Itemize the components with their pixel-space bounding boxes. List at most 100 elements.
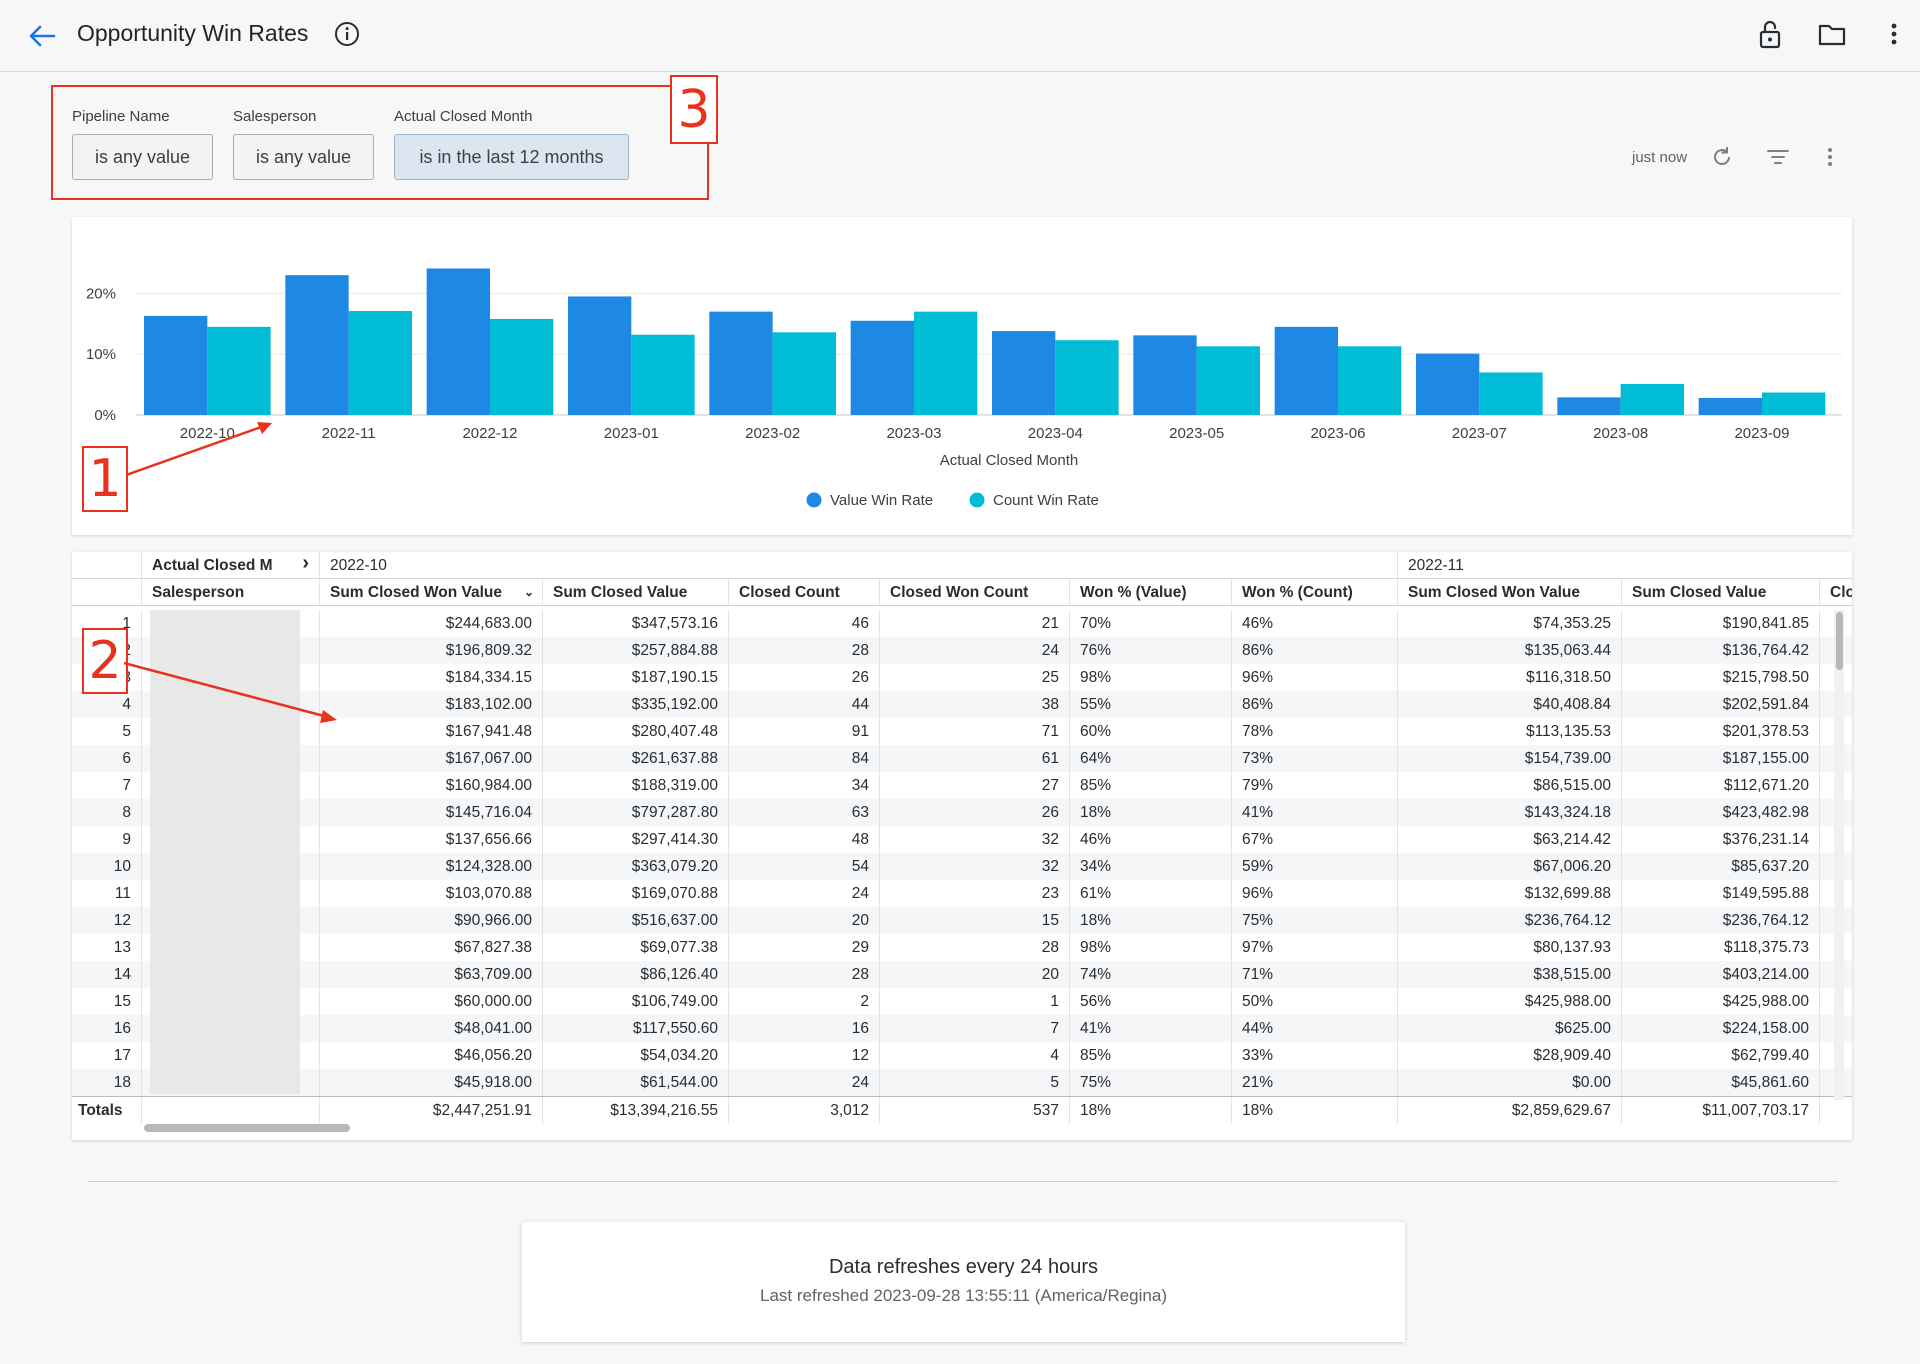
table-cell: $28,909.40 bbox=[1398, 1042, 1622, 1069]
table-cell: 64% bbox=[1070, 745, 1232, 772]
column-header[interactable]: Sum Closed Value bbox=[543, 579, 729, 606]
column-header[interactable]: Sum Closed Won Value bbox=[1398, 579, 1622, 606]
last-run-status: just now bbox=[1632, 149, 1688, 166]
column-header[interactable]: Sum Closed Value bbox=[1622, 579, 1820, 606]
win-rate-chart: 0% 10% 20% 2022-10 2022-11 2022-12 2023-01 2023… bbox=[86, 268, 1842, 509]
column-header-salesperson[interactable]: Salesperson bbox=[142, 579, 320, 606]
filter-icon[interactable] bbox=[1764, 143, 1792, 171]
table-cell: 73% bbox=[1232, 745, 1398, 772]
row-number: 18 bbox=[72, 1069, 142, 1096]
table-cell: 50% bbox=[1232, 988, 1398, 1015]
annotation-arrow-1 bbox=[125, 422, 272, 477]
table-cell: $187,190.15 bbox=[543, 664, 729, 691]
table-cell: 32 bbox=[880, 853, 1070, 880]
x-tick-label: 2023-07 bbox=[1452, 425, 1507, 442]
table-cell: 25 bbox=[880, 664, 1070, 691]
bar-count-win-rate bbox=[1761, 392, 1826, 415]
bar-count-win-rate bbox=[1620, 383, 1684, 415]
table-row: 17 $46,056.20 $54,034.20 12 4 85% 33% $28,909.4… bbox=[72, 1042, 1852, 1069]
lock-icon[interactable] bbox=[1752, 16, 1788, 52]
table-cell: 12 bbox=[729, 1042, 880, 1069]
column-header[interactable]: Close bbox=[1820, 579, 1852, 606]
tile-more-icon[interactable] bbox=[1816, 143, 1844, 171]
table-row: 4 $183,102.00 $335,192.00 44 38 55% 86% $40,408… bbox=[72, 691, 1852, 718]
chevron-right-icon[interactable]: › bbox=[302, 552, 309, 574]
table-cell: 75% bbox=[1232, 907, 1398, 934]
filter-closed-month-button[interactable]: is in the last 12 months bbox=[394, 134, 629, 180]
table-cell: 20 bbox=[729, 907, 880, 934]
pivot-header-cell[interactable]: Actual Closed M › bbox=[142, 552, 320, 579]
table-cell: $143,324.18 bbox=[1398, 799, 1622, 826]
totals-cell: 18% bbox=[1232, 1097, 1398, 1124]
table-cell: 85% bbox=[1070, 1042, 1232, 1069]
table-cell: $297,414.30 bbox=[543, 826, 729, 853]
column-header[interactable]: Won % (Value) bbox=[1070, 579, 1232, 606]
legend-label: Value Win Rate bbox=[830, 492, 933, 509]
bar-value-win-rate bbox=[1416, 353, 1480, 415]
table-cell: 98% bbox=[1070, 664, 1232, 691]
table-cell: 28 bbox=[729, 961, 880, 988]
refresh-info-card: Data refreshes every 24 hours Last refre… bbox=[522, 1222, 1405, 1342]
table-cell: $160,984.00 bbox=[320, 772, 543, 799]
bar-value-win-rate bbox=[850, 320, 914, 415]
column-header[interactable]: Won % (Count) bbox=[1232, 579, 1398, 606]
table-cell: $244,683.00 bbox=[320, 610, 543, 637]
folder-icon[interactable] bbox=[1814, 16, 1850, 52]
horizontal-scrollbar-thumb[interactable] bbox=[144, 1124, 350, 1132]
table-cell: $117,550.60 bbox=[543, 1015, 729, 1042]
column-header[interactable]: Closed Count bbox=[729, 579, 880, 606]
table-row: 10 $124,328.00 $363,079.20 54 32 34% 59% $67,00… bbox=[72, 853, 1852, 880]
table-cell: 29 bbox=[729, 934, 880, 961]
x-tick-label: 2023-03 bbox=[886, 425, 941, 442]
refresh-icon[interactable] bbox=[1708, 143, 1736, 171]
table-cell: $190,841.85 bbox=[1622, 610, 1820, 637]
table-cell: 18% bbox=[1070, 799, 1232, 826]
legend-swatch bbox=[969, 492, 985, 508]
table-row: 18 $45,918.00 $61,544.00 24 5 75% 21% $0.00 $45,… bbox=[72, 1069, 1852, 1096]
column-header[interactable]: Sum Closed Won Value ⌄ bbox=[320, 579, 543, 606]
sort-desc-icon[interactable]: ⌄ bbox=[523, 585, 534, 599]
table-cell: $797,287.80 bbox=[543, 799, 729, 826]
top-bar: Opportunity Win Rates bbox=[0, 0, 1920, 72]
back-arrow-icon[interactable] bbox=[24, 18, 60, 54]
vertical-scrollbar-thumb[interactable] bbox=[1836, 612, 1843, 670]
vertical-scrollbar-track[interactable] bbox=[1834, 610, 1844, 1100]
table-cell: $67,006.20 bbox=[1398, 853, 1622, 880]
table-row: 3$184,334.15$187,190.15262598%96%$116,31… bbox=[72, 664, 1852, 691]
bar-value-win-rate bbox=[285, 275, 349, 415]
table-cell: 23 bbox=[880, 880, 1070, 907]
table-cell: 24 bbox=[729, 880, 880, 907]
filter-pipeline-button[interactable]: is any value bbox=[72, 134, 213, 180]
table-cell: 41% bbox=[1070, 1015, 1232, 1042]
table-cell: 76% bbox=[1070, 637, 1232, 664]
bar-value-win-rate bbox=[1274, 326, 1338, 415]
bar-count-win-rate bbox=[1196, 346, 1260, 415]
filter-salesperson-button[interactable]: is any value bbox=[233, 134, 374, 180]
table-cell: $61,544.00 bbox=[543, 1069, 729, 1096]
table-cell: 15 bbox=[880, 907, 1070, 934]
table-cell: 61 bbox=[880, 745, 1070, 772]
column-header[interactable]: Closed Won Count bbox=[880, 579, 1070, 606]
salesperson-cell bbox=[142, 610, 320, 637]
table-cell: $103,070.88 bbox=[320, 880, 543, 907]
table-cell: $67,827.38 bbox=[320, 934, 543, 961]
table-cell: $154,739.00 bbox=[1398, 745, 1622, 772]
totals-cell: 3,012 bbox=[729, 1097, 880, 1124]
table-row: 15 $60,000.00 $106,749.00 2 1 56% 50% $425,988.… bbox=[72, 988, 1852, 1015]
salesperson-cell bbox=[142, 853, 320, 880]
table-cell: 24 bbox=[880, 637, 1070, 664]
table-cell: 26 bbox=[880, 799, 1070, 826]
legend-label: Count Win Rate bbox=[993, 492, 1099, 509]
legend-swatch bbox=[806, 492, 822, 508]
info-icon[interactable] bbox=[334, 21, 360, 47]
table-cell: 21 bbox=[880, 610, 1070, 637]
data-table[interactable]: Actual Closed M › 2022-10 2022-11 Salesperso… bbox=[72, 552, 1852, 1140]
y-tick-label: 10% bbox=[86, 346, 116, 363]
table-cell: 71% bbox=[1232, 961, 1398, 988]
table-cell: 75% bbox=[1070, 1069, 1232, 1096]
table-cell: 55% bbox=[1070, 691, 1232, 718]
more-vertical-icon[interactable] bbox=[1876, 16, 1912, 52]
table-row: 11 $103,070.88 $169,070.88 24 23 61% 96% $132,6… bbox=[72, 880, 1852, 907]
chart-card: 0% 10% 20% 2022-10 2022-11 2022-12 2023-01 2023… bbox=[72, 217, 1852, 535]
bar-value-win-rate bbox=[1557, 397, 1621, 415]
